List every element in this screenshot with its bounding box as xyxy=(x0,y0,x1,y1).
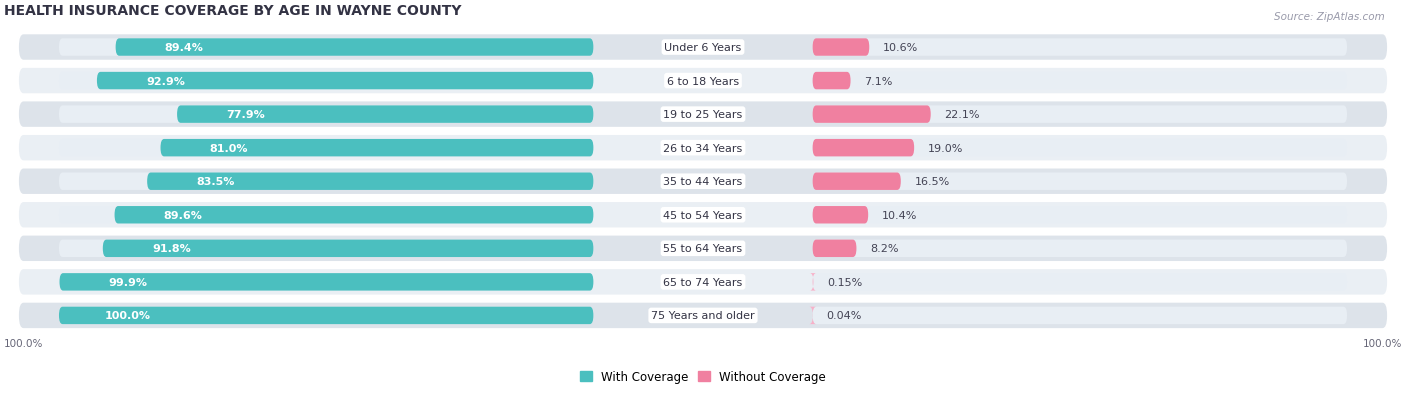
FancyBboxPatch shape xyxy=(59,140,593,157)
Text: 99.9%: 99.9% xyxy=(108,277,148,287)
FancyBboxPatch shape xyxy=(59,273,593,291)
Text: 91.8%: 91.8% xyxy=(152,244,191,254)
FancyBboxPatch shape xyxy=(59,307,593,324)
FancyBboxPatch shape xyxy=(18,168,1388,195)
FancyBboxPatch shape xyxy=(813,106,931,123)
FancyBboxPatch shape xyxy=(813,206,868,224)
Text: HEALTH INSURANCE COVERAGE BY AGE IN WAYNE COUNTY: HEALTH INSURANCE COVERAGE BY AGE IN WAYN… xyxy=(4,4,461,18)
FancyBboxPatch shape xyxy=(18,101,1388,128)
FancyBboxPatch shape xyxy=(813,173,1347,190)
FancyBboxPatch shape xyxy=(813,73,851,90)
FancyBboxPatch shape xyxy=(18,135,1388,162)
Text: 55 to 64 Years: 55 to 64 Years xyxy=(664,244,742,254)
FancyBboxPatch shape xyxy=(18,268,1388,296)
FancyBboxPatch shape xyxy=(813,307,1347,324)
FancyBboxPatch shape xyxy=(18,68,1388,95)
FancyBboxPatch shape xyxy=(813,240,1347,257)
FancyBboxPatch shape xyxy=(160,140,593,157)
FancyBboxPatch shape xyxy=(114,206,593,224)
FancyBboxPatch shape xyxy=(810,273,817,291)
FancyBboxPatch shape xyxy=(813,173,901,190)
Text: 89.6%: 89.6% xyxy=(163,210,202,220)
FancyBboxPatch shape xyxy=(177,106,593,123)
Text: 100.0%: 100.0% xyxy=(4,338,44,349)
Text: 65 to 74 Years: 65 to 74 Years xyxy=(664,277,742,287)
FancyBboxPatch shape xyxy=(59,39,593,57)
FancyBboxPatch shape xyxy=(810,307,817,324)
Text: 19.0%: 19.0% xyxy=(928,143,963,153)
Text: 89.4%: 89.4% xyxy=(165,43,204,53)
FancyBboxPatch shape xyxy=(813,106,1347,123)
FancyBboxPatch shape xyxy=(103,240,593,257)
FancyBboxPatch shape xyxy=(59,106,593,123)
FancyBboxPatch shape xyxy=(59,173,593,190)
Text: 26 to 34 Years: 26 to 34 Years xyxy=(664,143,742,153)
Text: 100.0%: 100.0% xyxy=(104,311,150,320)
Text: 45 to 54 Years: 45 to 54 Years xyxy=(664,210,742,220)
FancyBboxPatch shape xyxy=(18,235,1388,262)
Text: 22.1%: 22.1% xyxy=(945,110,980,120)
Text: 0.04%: 0.04% xyxy=(827,311,862,320)
Text: 8.2%: 8.2% xyxy=(870,244,898,254)
Text: 10.6%: 10.6% xyxy=(883,43,918,53)
Text: Source: ZipAtlas.com: Source: ZipAtlas.com xyxy=(1274,12,1385,22)
FancyBboxPatch shape xyxy=(813,140,914,157)
Text: 6 to 18 Years: 6 to 18 Years xyxy=(666,76,740,86)
Text: 0.15%: 0.15% xyxy=(827,277,862,287)
FancyBboxPatch shape xyxy=(59,240,593,257)
Text: 19 to 25 Years: 19 to 25 Years xyxy=(664,110,742,120)
Text: 81.0%: 81.0% xyxy=(209,143,249,153)
Text: 77.9%: 77.9% xyxy=(226,110,264,120)
Text: 83.5%: 83.5% xyxy=(197,177,235,187)
Text: 7.1%: 7.1% xyxy=(865,76,893,86)
FancyBboxPatch shape xyxy=(813,73,1347,90)
FancyBboxPatch shape xyxy=(813,273,1347,291)
Legend: With Coverage, Without Coverage: With Coverage, Without Coverage xyxy=(579,370,827,384)
Text: 35 to 44 Years: 35 to 44 Years xyxy=(664,177,742,187)
FancyBboxPatch shape xyxy=(148,173,593,190)
FancyBboxPatch shape xyxy=(813,206,1347,224)
FancyBboxPatch shape xyxy=(59,307,593,324)
Text: 92.9%: 92.9% xyxy=(146,76,184,86)
Text: Under 6 Years: Under 6 Years xyxy=(665,43,741,53)
FancyBboxPatch shape xyxy=(18,34,1388,62)
FancyBboxPatch shape xyxy=(59,73,593,90)
Text: 100.0%: 100.0% xyxy=(1362,338,1402,349)
FancyBboxPatch shape xyxy=(59,273,593,291)
Text: 16.5%: 16.5% xyxy=(914,177,949,187)
FancyBboxPatch shape xyxy=(18,202,1388,229)
FancyBboxPatch shape xyxy=(813,39,869,57)
FancyBboxPatch shape xyxy=(97,73,593,90)
FancyBboxPatch shape xyxy=(59,206,593,224)
Text: 10.4%: 10.4% xyxy=(882,210,917,220)
FancyBboxPatch shape xyxy=(18,302,1388,329)
FancyBboxPatch shape xyxy=(813,240,856,257)
FancyBboxPatch shape xyxy=(813,140,1347,157)
Text: 75 Years and older: 75 Years and older xyxy=(651,311,755,320)
FancyBboxPatch shape xyxy=(115,39,593,57)
FancyBboxPatch shape xyxy=(813,39,1347,57)
